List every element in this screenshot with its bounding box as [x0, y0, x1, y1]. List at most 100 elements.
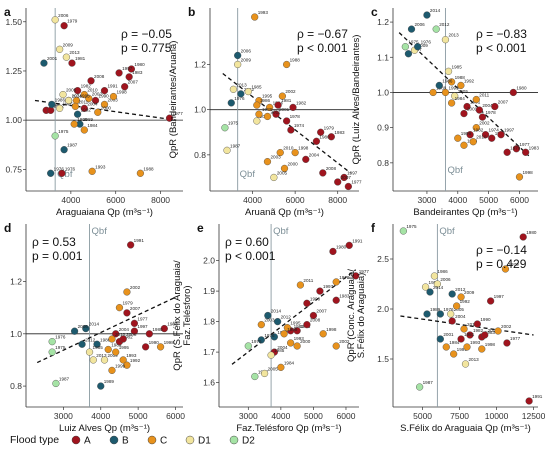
point-year-label: 1995 [119, 345, 130, 350]
y-tick-label: 1.25 [5, 66, 22, 76]
data-point-2013 [62, 53, 70, 61]
point-year-label: 1975 [58, 129, 69, 134]
point-year-label: 1982 [122, 335, 133, 340]
data-point-1981 [68, 59, 76, 67]
y-tick-label: 0.8 [10, 381, 22, 391]
panel-letter: f [371, 221, 376, 235]
data-point-1975 [48, 348, 56, 356]
data-point-1995 [283, 324, 291, 332]
point-year-label: 1997 [122, 66, 133, 71]
data-point-1998 [291, 148, 299, 157]
point-year-label: 1985 [452, 64, 463, 69]
point-year-label: 2008 [310, 318, 321, 323]
data-point-2006 [51, 16, 59, 24]
point-year-label: 2006 [415, 22, 426, 27]
x-axis-label: S.Félix do Araguaia Qp (m³s⁻¹) [400, 423, 531, 434]
point-year-label: 1986 [442, 78, 453, 83]
data-point-2014 [426, 288, 434, 296]
point-year-label: 1974 [489, 128, 500, 133]
stat-text: p = 0.429 [476, 257, 527, 271]
point-year-label: 2004 [455, 314, 466, 319]
legend-swatch [185, 435, 195, 445]
point-year-label: 2005 [66, 88, 77, 93]
data-point-1977 [512, 145, 521, 153]
x-tick-label: 4000 [61, 195, 80, 205]
data-point-2007 [481, 331, 489, 339]
data-point-1999 [450, 350, 458, 358]
point-year-label: 1991 [532, 394, 543, 399]
point-year-label: 2009 [63, 42, 74, 47]
legend-label: D2 [242, 436, 255, 447]
y-tick-label: 1.00 [5, 115, 22, 125]
data-point-1984 [277, 363, 285, 371]
y-tick-label: 1.9 [203, 286, 215, 296]
data-point-1986 [270, 333, 278, 341]
point-year-label: 1984 [449, 340, 460, 345]
data-point-1977 [344, 182, 352, 191]
panel-letter: e [197, 221, 204, 235]
point-year-label: 1987 [230, 143, 241, 148]
data-point-2004 [475, 106, 483, 114]
data-point-2000 [293, 342, 301, 350]
y-tick-label: 1.8 [203, 317, 215, 327]
data-point-2009 [56, 45, 64, 53]
data-point-2011 [263, 112, 272, 121]
point-year-label: 2003 [270, 155, 281, 160]
point-year-label: 1991 [108, 84, 119, 89]
data-point-1977 [352, 272, 360, 280]
point-year-label: 2009 [418, 43, 429, 48]
data-point-2011 [460, 325, 468, 333]
y-axis-label: S.Félix do Araguaia) [356, 273, 367, 359]
y-tick-label: 1.2 [10, 277, 22, 287]
data-point-1978 [478, 113, 487, 121]
data-point-1981 [463, 102, 471, 111]
legend-title: Flood type [10, 434, 59, 446]
panel-d: 3000 4000 5000 6000 0.8 1.0 1.2 Qbf 1991 2002 1979… [4, 221, 185, 434]
data-point-1989 [255, 110, 263, 118]
legend-label: D1 [198, 436, 211, 447]
point-year-label: 1976 [421, 40, 432, 45]
point-year-label: 1982 [81, 84, 92, 89]
point-year-label: 1977 [519, 142, 530, 147]
data-point-1987 [60, 146, 68, 154]
data-point-2014 [253, 117, 261, 125]
point-year-label: 2014 [72, 93, 83, 98]
point-year-label: 1984 [455, 96, 466, 101]
data-point-1993 [463, 343, 471, 351]
point-year-label: 1982 [473, 128, 484, 133]
point-year-label: 1985 [429, 280, 440, 285]
data-point-1985 [267, 351, 275, 359]
point-year-label: 1981 [294, 324, 305, 329]
data-point-1984 [266, 103, 274, 112]
data-point-2014 [264, 311, 272, 320]
point-year-label: 2010 [283, 146, 294, 151]
data-point-2009 [234, 60, 242, 69]
stat-text: p = 0.775 [121, 41, 172, 55]
data-point-1998 [109, 92, 118, 101]
point-year-label: 1974 [72, 93, 83, 98]
point-year-label: 2012 [85, 337, 96, 342]
y-tick-label: 1.2 [194, 59, 206, 69]
x-tick-label: 12500 [522, 411, 546, 421]
point-year-label: 2007 [488, 328, 499, 333]
y-axis-label: QpR (Luiz Alves/Bandeirantes) [351, 35, 362, 165]
data-point-1991 [525, 397, 533, 405]
data-point-2004 [112, 330, 120, 338]
data-point-2011 [296, 281, 304, 289]
data-point-1983 [332, 296, 340, 304]
data-point-1975 [244, 342, 252, 350]
y-tick-label: 0.8 [194, 150, 206, 160]
legend-items: A B C D1 D2 [71, 435, 255, 447]
point-year-label: 2014 [89, 322, 100, 327]
data-point-2004 [80, 104, 88, 112]
data-point-1980 [329, 247, 337, 256]
data-point-1976 [227, 99, 235, 107]
data-point-1981 [274, 101, 282, 109]
legend-swatch [109, 435, 119, 445]
point-year-label: 1988 [455, 75, 466, 80]
point-year-label: 1990 [480, 317, 491, 322]
y-tick-label: 2.0 [203, 256, 215, 266]
data-point-1985 [244, 87, 252, 96]
point-year-label: 1976 [264, 333, 275, 338]
stat-text: p < 0.001 [476, 41, 527, 55]
